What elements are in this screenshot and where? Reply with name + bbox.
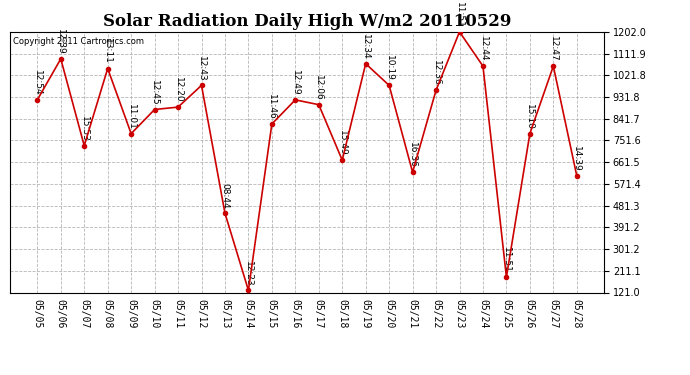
Text: 12:23: 12:23: [244, 261, 253, 286]
Text: 13:11: 13:11: [104, 39, 112, 64]
Text: Copyright 2011 Cartronics.com: Copyright 2011 Cartronics.com: [13, 37, 144, 46]
Text: 16:36: 16:36: [408, 142, 417, 168]
Text: 11:46: 11:46: [267, 94, 277, 120]
Text: 12:20: 12:20: [174, 77, 183, 103]
Text: 11:01: 11:01: [127, 104, 136, 129]
Text: 08:44: 08:44: [221, 183, 230, 209]
Text: 12:49: 12:49: [290, 70, 300, 96]
Text: 12:44: 12:44: [478, 36, 487, 62]
Text: 12:36: 12:36: [431, 60, 440, 86]
Text: 12:34: 12:34: [361, 34, 371, 60]
Text: 15:53: 15:53: [80, 116, 89, 141]
Text: 12:39: 12:39: [57, 29, 66, 55]
Text: 14:39: 14:39: [572, 146, 581, 172]
Text: 15:49: 15:49: [337, 130, 347, 156]
Text: 12:54: 12:54: [33, 70, 42, 96]
Text: 15:10: 15:10: [525, 104, 534, 129]
Text: 11:51: 11:51: [455, 2, 464, 28]
Text: 12:43: 12:43: [197, 56, 206, 81]
Text: 12:47: 12:47: [549, 36, 558, 62]
Text: 10:19: 10:19: [384, 56, 393, 81]
Title: Solar Radiation Daily High W/m2 20110529: Solar Radiation Daily High W/m2 20110529: [103, 13, 511, 30]
Text: 12:06: 12:06: [314, 75, 324, 100]
Text: 12:45: 12:45: [150, 80, 159, 105]
Text: 11:51: 11:51: [502, 247, 511, 273]
